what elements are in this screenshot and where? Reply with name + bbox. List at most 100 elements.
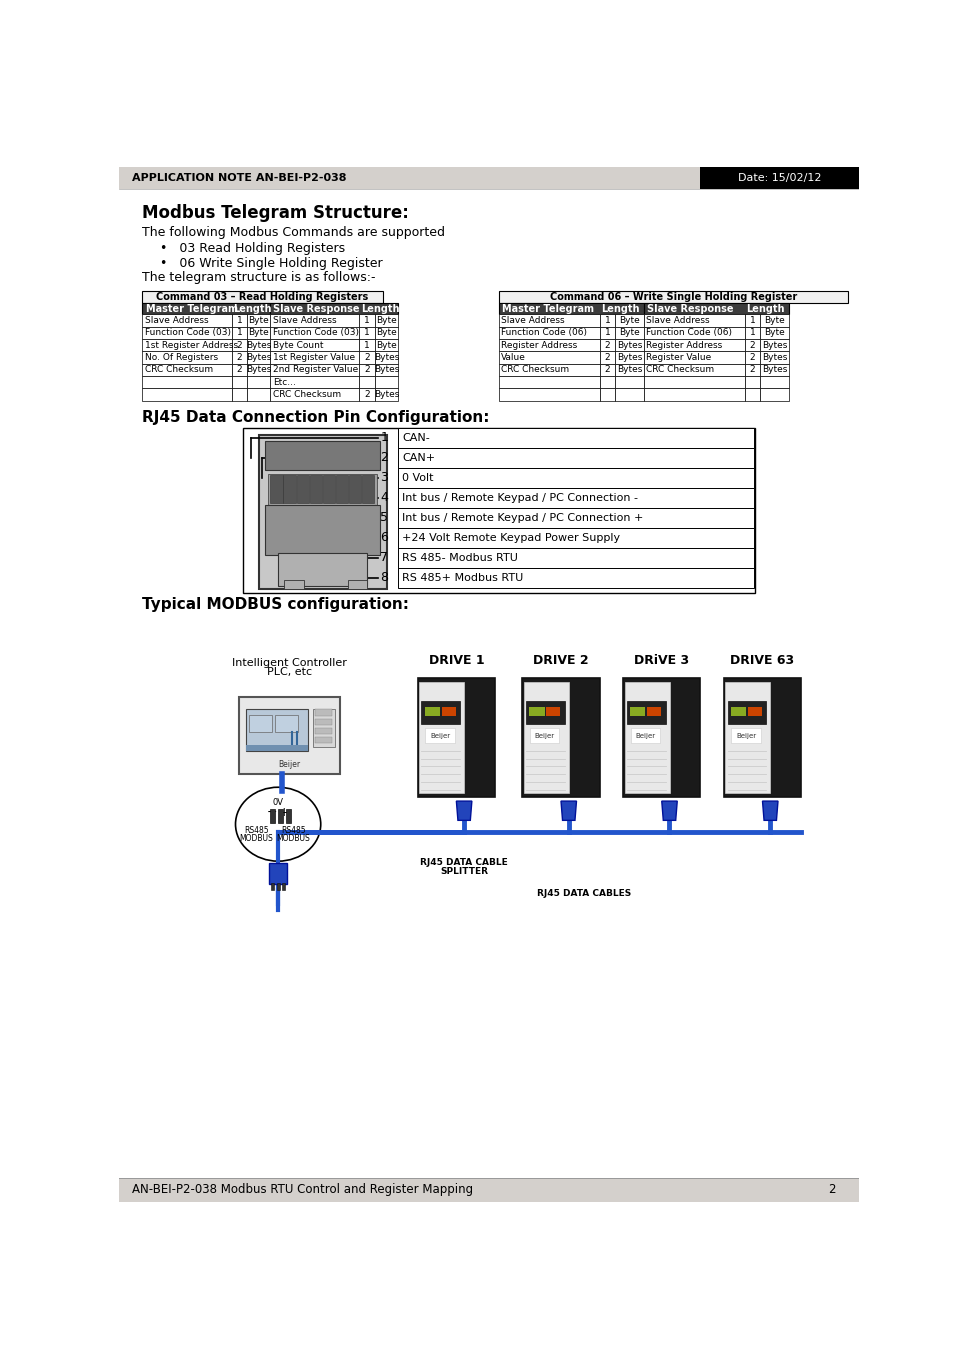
Text: Byte Count: Byte Count: [273, 340, 323, 350]
Bar: [760, 339, 788, 351]
Bar: [530, 728, 558, 744]
Text: 2: 2: [749, 354, 755, 362]
Bar: [348, 580, 367, 590]
Text: 2: 2: [364, 354, 370, 362]
Bar: [599, 327, 615, 339]
Bar: [615, 363, 643, 377]
Bar: [232, 327, 247, 339]
Text: Length: Length: [745, 304, 784, 313]
Bar: [119, 1179, 645, 1202]
Bar: [397, 508, 753, 528]
Bar: [232, 389, 247, 401]
Text: Bytes: Bytes: [617, 340, 641, 350]
Bar: [359, 327, 375, 339]
Bar: [282, 883, 285, 891]
Bar: [424, 707, 439, 717]
Text: RS 485+ Modbus RTU: RS 485+ Modbus RTU: [402, 572, 523, 583]
Text: Byte: Byte: [248, 316, 269, 325]
Text: Bytes: Bytes: [761, 340, 786, 350]
Polygon shape: [560, 801, 576, 821]
Bar: [760, 377, 788, 389]
Polygon shape: [661, 801, 677, 821]
Text: Bytes: Bytes: [761, 354, 786, 362]
Bar: [232, 351, 247, 363]
Bar: [498, 290, 847, 302]
Bar: [232, 315, 247, 327]
Text: 0V: 0V: [273, 798, 283, 807]
Bar: [760, 351, 788, 363]
Bar: [315, 710, 332, 716]
Text: APPLICATION NOTE AN-BEI-P2-038: APPLICATION NOTE AN-BEI-P2-038: [132, 173, 346, 184]
Ellipse shape: [235, 787, 320, 861]
Text: CAN+: CAN+: [402, 452, 435, 463]
Bar: [265, 440, 380, 470]
Bar: [615, 339, 643, 351]
Bar: [646, 707, 660, 717]
Bar: [498, 315, 599, 327]
Text: 7: 7: [380, 551, 388, 564]
Text: Slave Response: Slave Response: [646, 304, 733, 313]
Bar: [760, 389, 788, 401]
Bar: [744, 377, 760, 389]
Bar: [724, 682, 769, 794]
Text: Byte: Byte: [375, 328, 396, 338]
Text: •   06 Write Single Holding Register: • 06 Write Single Holding Register: [159, 256, 382, 270]
Text: 4: 4: [380, 491, 388, 504]
Bar: [599, 315, 615, 327]
Bar: [270, 389, 359, 401]
Text: RJ45 DATA CABLE: RJ45 DATA CABLE: [420, 859, 507, 867]
Bar: [626, 701, 665, 724]
Bar: [523, 682, 568, 794]
Bar: [270, 315, 359, 327]
Bar: [615, 389, 643, 401]
Bar: [643, 377, 744, 389]
Bar: [643, 302, 788, 315]
Bar: [247, 389, 270, 401]
Text: Bytes: Bytes: [246, 366, 272, 374]
Bar: [296, 475, 309, 504]
Text: 1: 1: [749, 328, 755, 338]
Bar: [615, 351, 643, 363]
Text: 2: 2: [236, 366, 242, 374]
Text: Bytes: Bytes: [617, 366, 641, 374]
Text: Byte: Byte: [763, 328, 784, 338]
Text: Byte: Byte: [763, 316, 784, 325]
Text: Master Telegram: Master Telegram: [501, 304, 594, 313]
Bar: [270, 377, 359, 389]
Text: Etc...: Etc...: [273, 378, 295, 386]
Bar: [271, 883, 274, 891]
Text: +: +: [278, 806, 290, 819]
Text: 2: 2: [749, 340, 755, 350]
Bar: [375, 327, 397, 339]
Bar: [498, 339, 599, 351]
Text: −: −: [267, 806, 277, 819]
Text: Slave Address: Slave Address: [645, 316, 709, 325]
Text: Beijer: Beijer: [635, 733, 655, 738]
Text: CRC Checksum: CRC Checksum: [145, 366, 213, 374]
Bar: [441, 707, 456, 717]
Text: CRC Checksum: CRC Checksum: [500, 366, 569, 374]
Bar: [546, 707, 559, 717]
Bar: [375, 377, 397, 389]
Bar: [359, 339, 375, 351]
Bar: [359, 377, 375, 389]
Bar: [270, 475, 282, 504]
Text: 1: 1: [364, 328, 370, 338]
Text: CRC Checksum: CRC Checksum: [273, 390, 340, 400]
Bar: [397, 548, 753, 568]
Bar: [119, 167, 700, 189]
Bar: [599, 389, 615, 401]
Text: 2: 2: [827, 1184, 835, 1196]
Text: Bytes: Bytes: [617, 354, 641, 362]
Text: Length: Length: [360, 304, 399, 313]
Text: 2: 2: [364, 390, 370, 400]
Bar: [270, 327, 359, 339]
Text: RS 485- Modbus RTU: RS 485- Modbus RTU: [402, 552, 517, 563]
Bar: [142, 327, 232, 339]
Bar: [375, 363, 397, 377]
Text: 1st Register Value: 1st Register Value: [273, 354, 355, 362]
Text: Bytes: Bytes: [374, 354, 399, 362]
Bar: [744, 339, 760, 351]
Bar: [249, 716, 272, 732]
Bar: [232, 363, 247, 377]
